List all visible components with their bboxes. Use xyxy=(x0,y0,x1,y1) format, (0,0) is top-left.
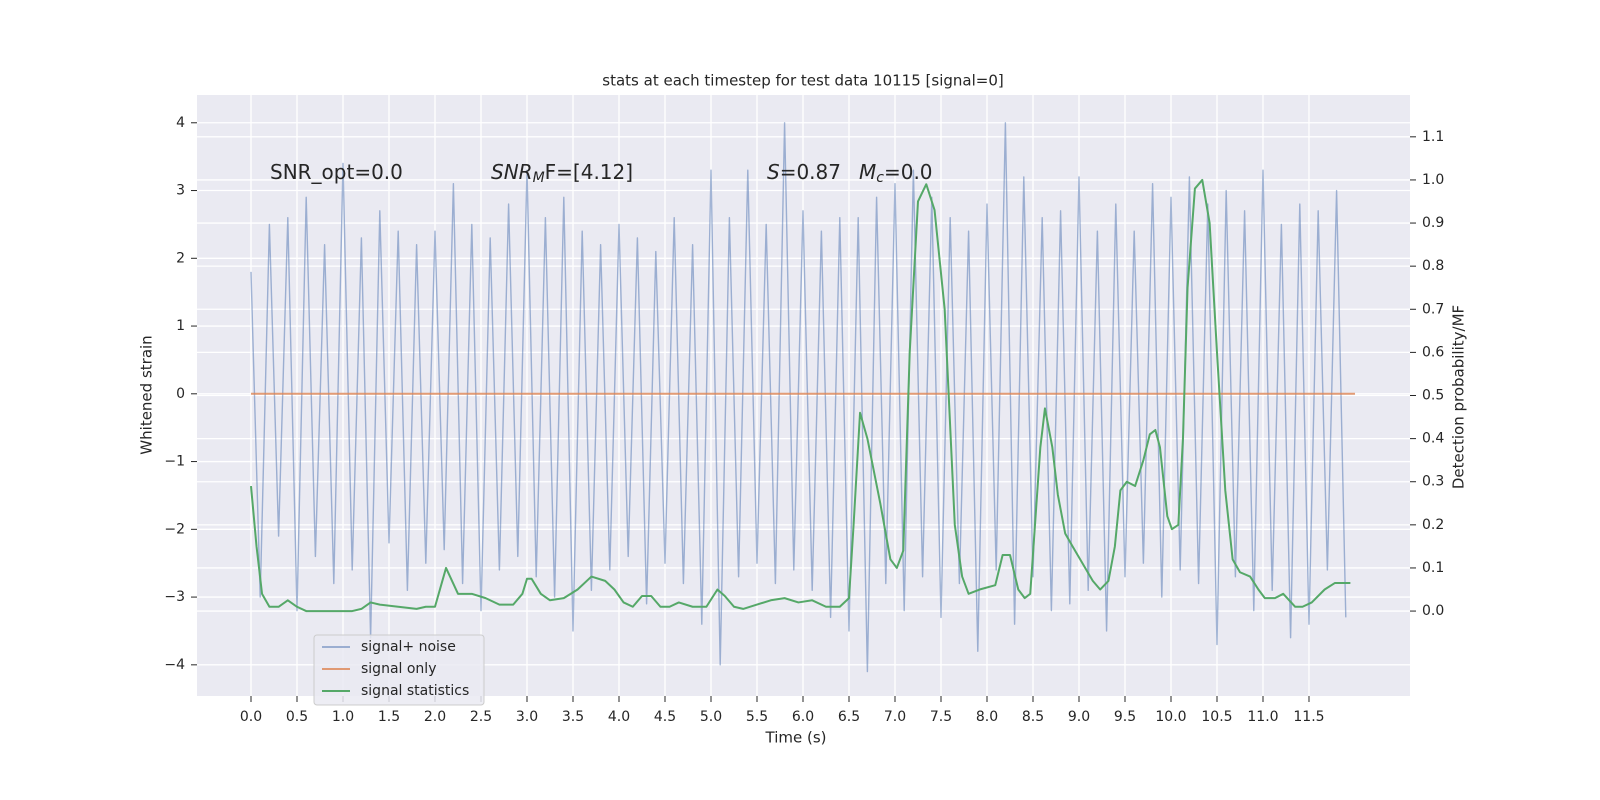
x-tick-label: 9.0 xyxy=(1068,709,1090,725)
y-tick-label: 2 xyxy=(176,250,185,266)
y2-tick-label: 1.1 xyxy=(1422,129,1444,145)
y-tick-label: 0 xyxy=(176,386,185,402)
x-tick-label: 8.0 xyxy=(976,709,998,725)
x-tick-label: 1.5 xyxy=(378,709,400,725)
y-tick-label: −1 xyxy=(164,454,185,470)
series-line xyxy=(250,122,1347,673)
x-tick-label: 7.5 xyxy=(930,709,952,725)
annotation-part: S xyxy=(767,160,780,184)
y-tick-label: −4 xyxy=(164,657,185,673)
y2-tick-label: 0.9 xyxy=(1422,215,1444,231)
annotation-part: =0.0 xyxy=(884,160,933,184)
y2-tick-label: 0.1 xyxy=(1422,560,1444,576)
x-tick-label: 6.5 xyxy=(838,709,860,725)
legend: signal+ noise signal only signal statistic… xyxy=(313,634,485,706)
annotation-part: =0.87 xyxy=(780,160,841,184)
x-tick-label: 1.0 xyxy=(332,709,354,725)
y-axis-label: Whitened strain xyxy=(138,335,156,454)
y2-tick-label: 0.5 xyxy=(1422,388,1444,404)
x-tick-label: 2.0 xyxy=(424,709,446,725)
x-tick-label: 8.5 xyxy=(1022,709,1044,725)
y-tick-label: 1 xyxy=(176,318,185,334)
annotation-part: F=[4.12] xyxy=(545,160,633,184)
x-tick-label: 6.0 xyxy=(792,709,814,725)
legend-box xyxy=(313,634,485,706)
x-tick-label: 10.5 xyxy=(1201,709,1232,725)
x-tick-label: 9.5 xyxy=(1114,709,1136,725)
y-tick-label: 4 xyxy=(176,115,185,131)
legend-label: signal statistics xyxy=(361,683,469,699)
x-tick-label: 7.0 xyxy=(884,709,906,725)
annotation-part: M xyxy=(533,170,545,186)
axes: 0.0 0.5 1.0 1.5 2.0 2.5 3.0 3.5 4.0 4.5 5.0 5.5 6.0 6… xyxy=(164,115,1444,725)
chart-title: stats at each timestep for test data 101… xyxy=(602,72,1003,90)
x-tick-label: 2.5 xyxy=(470,709,492,725)
legend-label: signal only xyxy=(361,661,436,677)
y2-tick-label: 0.7 xyxy=(1422,301,1444,317)
y2-tick-label: 0.4 xyxy=(1422,431,1444,447)
y-tick-label: −2 xyxy=(164,521,185,537)
x-tick-label: 3.5 xyxy=(562,709,584,725)
x-tick-label: 0.0 xyxy=(240,709,262,725)
annotation-part: M xyxy=(859,160,876,184)
annotation-part: c xyxy=(876,170,884,186)
annotation: Mc=0.0 xyxy=(859,160,933,187)
legend-label: signal+ noise xyxy=(361,639,456,655)
annotation: SNR_opt=0.0 xyxy=(270,160,403,184)
y2-tick-label: 0.0 xyxy=(1422,603,1444,619)
annotation-part: SNR_opt=0.0 xyxy=(270,160,403,184)
y2-tick-label: 1.0 xyxy=(1422,172,1444,188)
x-tick-label: 4.5 xyxy=(654,709,676,725)
y2-tick-label: 0.3 xyxy=(1422,474,1444,490)
x-tick-label: 4.0 xyxy=(608,709,630,725)
y2-tick-label: 0.2 xyxy=(1422,517,1444,533)
x-tick-label: 5.5 xyxy=(746,709,768,725)
y2-tick-label: 0.8 xyxy=(1422,258,1444,274)
x-axis-label: Time (s) xyxy=(765,729,827,747)
x-tick-label: 5.0 xyxy=(700,709,722,725)
marks xyxy=(250,122,1355,673)
annotation: S=0.87 xyxy=(767,160,841,184)
y2-tick-label: 0.6 xyxy=(1422,344,1444,360)
x-tick-label: 3.0 xyxy=(516,709,538,725)
series-line xyxy=(250,178,1351,613)
y-tick-label: −3 xyxy=(164,589,185,605)
x-tick-label: 0.5 xyxy=(286,709,308,725)
annotation-part: SNR xyxy=(491,160,533,184)
x-tick-label: 11.5 xyxy=(1293,709,1324,725)
y-tick-label: 3 xyxy=(176,183,185,199)
x-tick-label: 10.0 xyxy=(1155,709,1186,725)
annotation: SNRMF=[4.12] xyxy=(491,160,633,187)
y2-axis-label: Detection probability/MF xyxy=(1450,305,1468,489)
x-tick-label: 11.0 xyxy=(1247,709,1278,725)
